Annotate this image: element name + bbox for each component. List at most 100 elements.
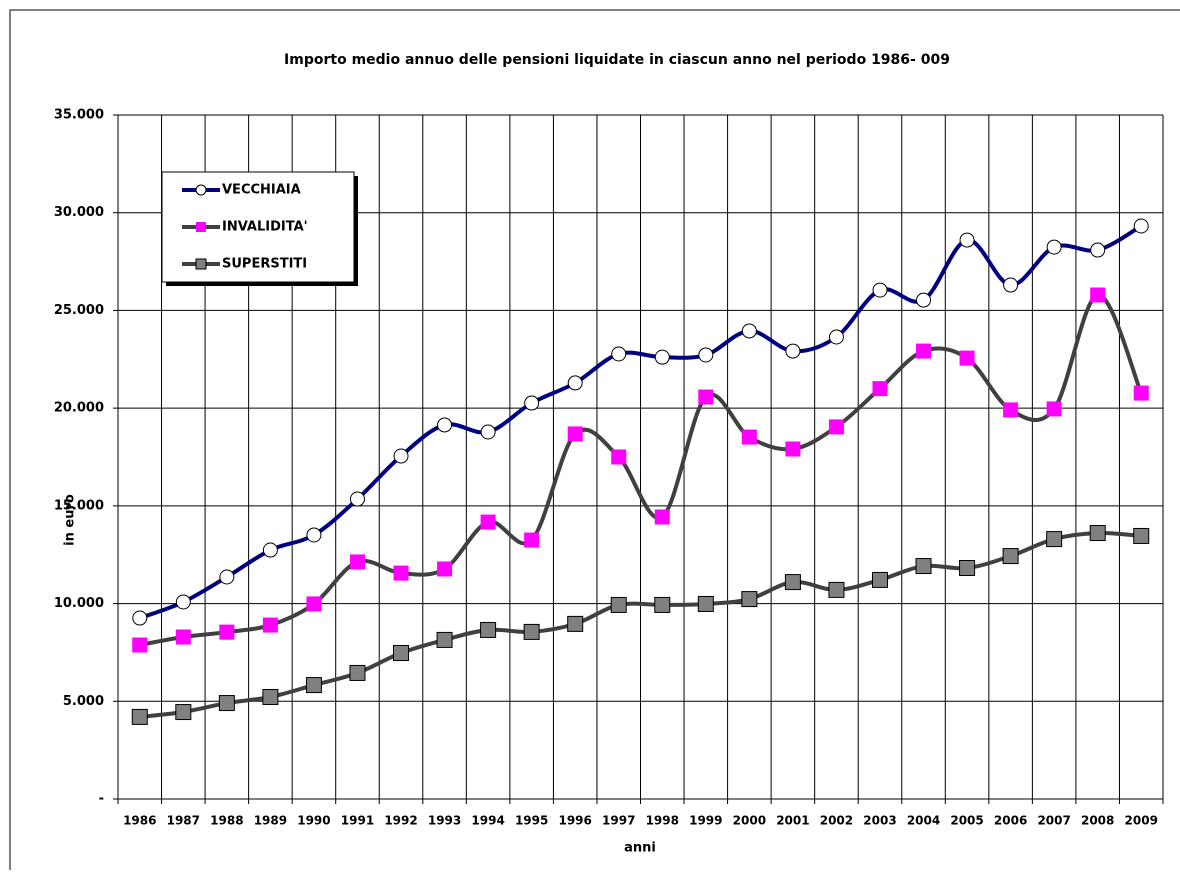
marker [1090, 287, 1106, 303]
x-tick-label: 2005 [950, 814, 983, 828]
x-tick-label: 1999 [689, 814, 722, 828]
marker [785, 441, 801, 457]
x-tick-label: 2008 [1081, 814, 1114, 828]
y-tick-label: 10.000 [54, 596, 104, 611]
marker [698, 347, 714, 363]
marker [349, 491, 365, 507]
marker [195, 258, 207, 270]
x-tick-label: 2007 [1037, 814, 1070, 828]
marker [828, 581, 845, 598]
marker [1003, 277, 1019, 293]
marker [175, 594, 191, 610]
marker [393, 645, 410, 662]
x-tick-label: 1986 [123, 814, 156, 828]
marker [654, 509, 670, 525]
x-tick-label: 1994 [471, 814, 504, 828]
marker [654, 596, 671, 613]
grid: - 5.000 10.000 15.000 20.000 25.000 30.000 35.0… [54, 108, 1164, 828]
x-tick-label: 1995 [515, 814, 548, 828]
marker [654, 349, 670, 365]
marker [305, 677, 322, 694]
marker [959, 232, 975, 248]
marker [611, 449, 627, 465]
legend-label: INVALIDITA' [222, 220, 308, 235]
marker [523, 623, 540, 640]
x-tick-label: 1996 [558, 814, 591, 828]
marker [872, 381, 888, 397]
x-tick-label: 1997 [602, 814, 635, 828]
marker [132, 637, 148, 653]
marker [349, 554, 365, 570]
x-tick-label: 2000 [733, 814, 766, 828]
marker [262, 688, 279, 705]
y-tick-label: 25.000 [54, 303, 104, 318]
legend: VECCHIAIA INVALIDITA' SUPERSTITI [161, 171, 358, 286]
y-tick-label: 20.000 [54, 401, 104, 416]
x-tick-label: 2003 [863, 814, 896, 828]
marker [393, 448, 409, 464]
marker [567, 375, 583, 391]
marker [524, 395, 540, 411]
x-tick-label: 1989 [254, 814, 287, 828]
marker [306, 527, 322, 543]
marker [1133, 527, 1150, 544]
marker [828, 329, 844, 345]
x-tick-label: 1987 [167, 814, 200, 828]
marker [1002, 548, 1019, 565]
marker [785, 343, 801, 359]
marker [480, 514, 496, 530]
marker [871, 571, 888, 588]
x-tick-label: 1988 [210, 814, 243, 828]
marker [916, 292, 932, 308]
marker [262, 617, 278, 633]
marker [437, 417, 453, 433]
y-tick-label: 30.000 [54, 205, 104, 220]
marker [741, 429, 757, 445]
y-tick-label: - [99, 792, 104, 807]
marker [611, 346, 627, 362]
marker [610, 596, 627, 613]
marker [306, 596, 322, 612]
marker [567, 426, 583, 442]
marker [567, 615, 584, 632]
legend-label: VECCHIAIA [222, 183, 301, 198]
marker [1046, 531, 1063, 548]
marker [175, 704, 192, 721]
marker [196, 222, 206, 232]
marker [959, 560, 976, 577]
x-tick-label: 2002 [820, 814, 853, 828]
marker [436, 631, 453, 648]
marker [1090, 242, 1106, 258]
y-tick-label: 35.000 [54, 108, 104, 123]
marker [262, 542, 278, 558]
y-axis-label: in euro [63, 494, 78, 546]
marker [872, 282, 888, 298]
x-tick-label: 1990 [297, 814, 330, 828]
marker [959, 350, 975, 366]
marker [219, 569, 235, 585]
marker [915, 558, 932, 575]
x-tick-label: 2009 [1125, 814, 1158, 828]
marker [1003, 402, 1019, 418]
x-tick-label: 1992 [384, 814, 417, 828]
marker [1046, 401, 1062, 417]
x-tick-label: 2001 [776, 814, 809, 828]
x-tick-label: 1993 [428, 814, 461, 828]
marker [219, 624, 235, 640]
plot [131, 218, 1150, 725]
marker [698, 389, 714, 405]
marker [1089, 525, 1106, 542]
marker [195, 184, 207, 196]
marker [697, 595, 714, 612]
marker [1133, 218, 1149, 234]
marker [131, 708, 148, 725]
marker [524, 532, 540, 548]
marker [437, 561, 453, 577]
marker [741, 323, 757, 339]
marker [349, 664, 366, 681]
marker [741, 591, 758, 608]
marker [916, 343, 932, 359]
chart-title: Importo medio annuo delle pensioni liqui… [284, 52, 950, 68]
y-tick-label: 15.000 [54, 498, 104, 513]
